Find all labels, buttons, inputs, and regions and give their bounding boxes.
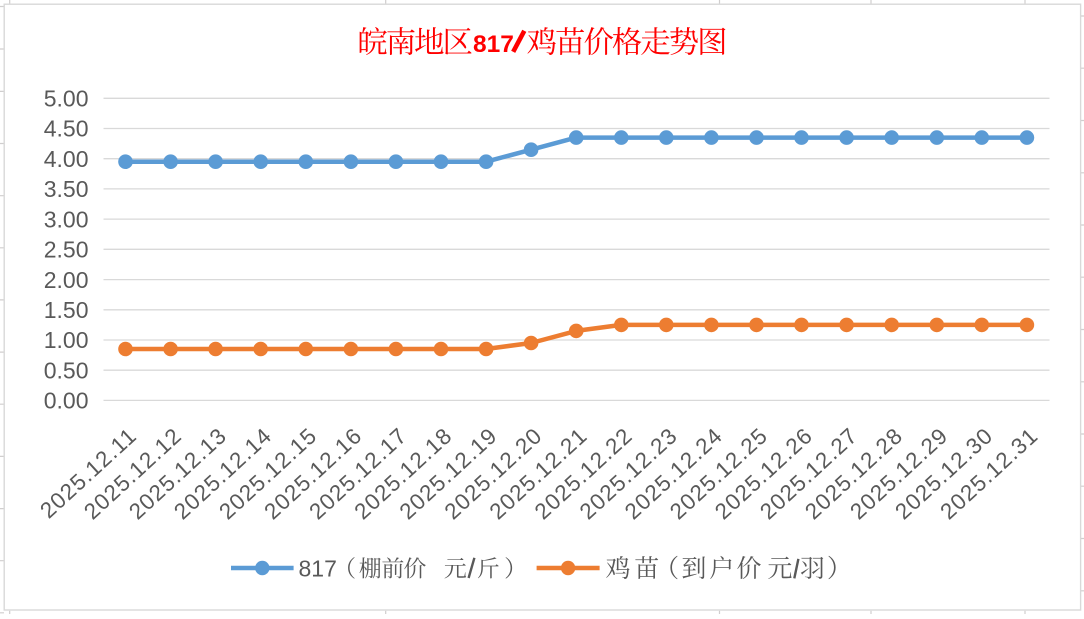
svg-text:0.00: 0.00 <box>44 388 89 414</box>
svg-text:4.00: 4.00 <box>44 146 89 172</box>
svg-text:1.00: 1.00 <box>44 327 89 353</box>
svg-text:5.00: 5.00 <box>44 86 89 112</box>
svg-text:0.50: 0.50 <box>44 357 89 383</box>
svg-text:1.50: 1.50 <box>44 297 89 323</box>
svg-text:2.50: 2.50 <box>44 237 89 263</box>
svg-text:3.00: 3.00 <box>44 206 89 232</box>
svg-text:3.50: 3.50 <box>44 176 89 202</box>
svg-text:4.50: 4.50 <box>44 116 89 142</box>
svg-text:817: 817 <box>473 31 514 58</box>
svg-text:2.00: 2.00 <box>44 267 89 293</box>
svg-text:817: 817 <box>299 556 337 582</box>
